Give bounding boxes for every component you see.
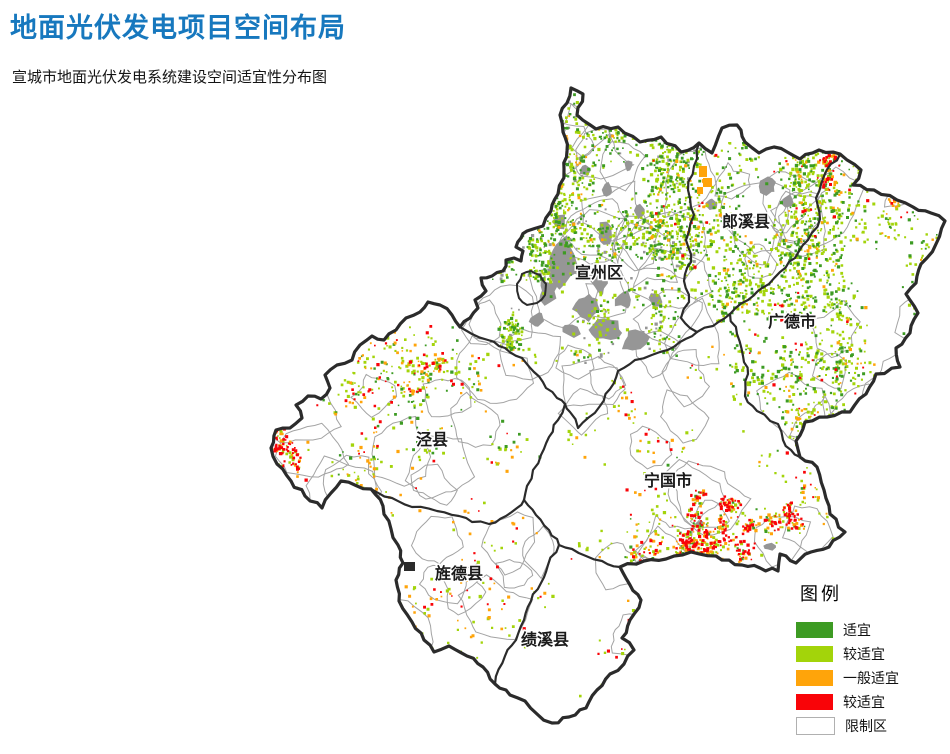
county-boundaries [369, 141, 842, 686]
legend-swatch [796, 646, 833, 662]
urban-gray-patches [489, 145, 853, 551]
legend-label: 一般适宜 [843, 672, 899, 687]
legend-item: 较适宜 [796, 642, 946, 666]
map-subtitle: 宣城市地面光伏发电系统建设空间适宜性分布图 [12, 69, 328, 86]
legend-swatch [796, 670, 833, 686]
legend-swatch [796, 622, 833, 638]
map-label-guangde: 广德市 [768, 312, 816, 331]
legend-title: 图例 [800, 584, 842, 604]
map-legend: 图例 适宜 较适宜 一般适宜 较适宜 限制区 [796, 580, 946, 738]
map-label-jingxian: 泾县 [416, 430, 448, 449]
legend-label: 适宜 [843, 624, 871, 639]
legend-item: 较适宜 [796, 690, 946, 714]
map-label-ningguo: 宁国市 [644, 471, 692, 490]
legend-items: 适宜 较适宜 一般适宜 较适宜 限制区 [796, 618, 946, 738]
legend-swatch [796, 694, 833, 710]
legend-label: 较适宜 [843, 648, 885, 663]
map-label-jingde: 旌德县 [435, 564, 483, 583]
legend-label: 限制区 [845, 720, 887, 735]
map-label-xuanzhou: 宣州区 [575, 263, 623, 282]
map-label-jixi: 绩溪县 [521, 630, 569, 649]
legend-item: 适宜 [796, 618, 946, 642]
legend-label: 较适宜 [843, 696, 885, 711]
city-outer-boundary [269, 86, 947, 725]
legend-item: 限制区 [796, 714, 946, 738]
legend-swatch [796, 717, 835, 735]
map-label-langxi: 郎溪县 [722, 212, 770, 231]
legend-item: 一般适宜 [796, 666, 946, 690]
page-title: 地面光伏发电项目空间布局 [10, 13, 346, 43]
boundary-marker [404, 562, 415, 571]
